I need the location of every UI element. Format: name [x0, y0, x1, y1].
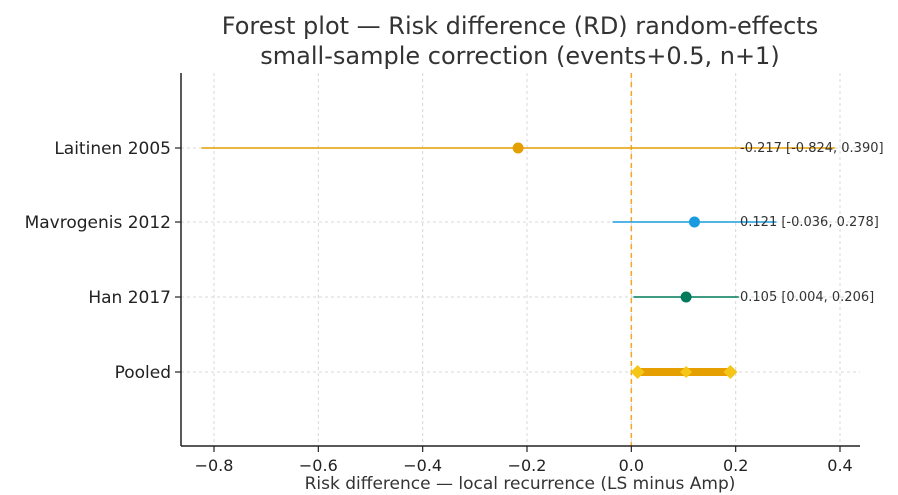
x-tick-label: −0.6	[299, 456, 338, 475]
point-estimate	[512, 142, 524, 154]
chart-title-line-1: Forest plot — Risk difference (RD) rando…	[222, 12, 818, 40]
study-label: Han 2017	[88, 288, 171, 308]
point-estimate	[680, 291, 692, 303]
study-label: Laitinen 2005	[54, 139, 171, 159]
estimate-label: 0.121 [-0.036, 0.278]	[740, 215, 879, 230]
study-label: Mavrogenis 2012	[25, 213, 171, 233]
estimate-label: -0.217 [-0.824, 0.390]	[740, 141, 884, 156]
x-tick-label: −0.2	[508, 456, 547, 475]
pooled-estimate-diamond	[680, 366, 693, 378]
chart-title-line-2: small-sample correction (events+0.5, n+1…	[260, 42, 779, 70]
pooled-lower-diamond	[630, 365, 645, 379]
estimate-label: 0.105 [0.004, 0.206]	[740, 290, 874, 305]
grid-layer	[181, 73, 860, 446]
x-ticks: −0.8 −0.6 −0.4 −0.2 0.0 0.2 0.4 Laitinen 2005 Ma…	[25, 139, 853, 475]
marks-layer: -0.217 [-0.824, 0.390] 0.121 [-0.036, 0.2…	[201, 73, 884, 446]
x-axis-label: Risk difference — local recurrence (LS m…	[305, 474, 736, 494]
x-tick-label: 0.2	[723, 456, 748, 475]
x-tick-label: −0.4	[403, 456, 442, 475]
x-tick-label: 0.0	[619, 456, 644, 475]
point-estimate	[688, 216, 700, 228]
x-tick-label: 0.4	[827, 456, 852, 475]
x-tick-label: −0.8	[195, 456, 234, 475]
pooled-upper-diamond	[723, 365, 738, 379]
study-label: Pooled	[115, 363, 171, 383]
